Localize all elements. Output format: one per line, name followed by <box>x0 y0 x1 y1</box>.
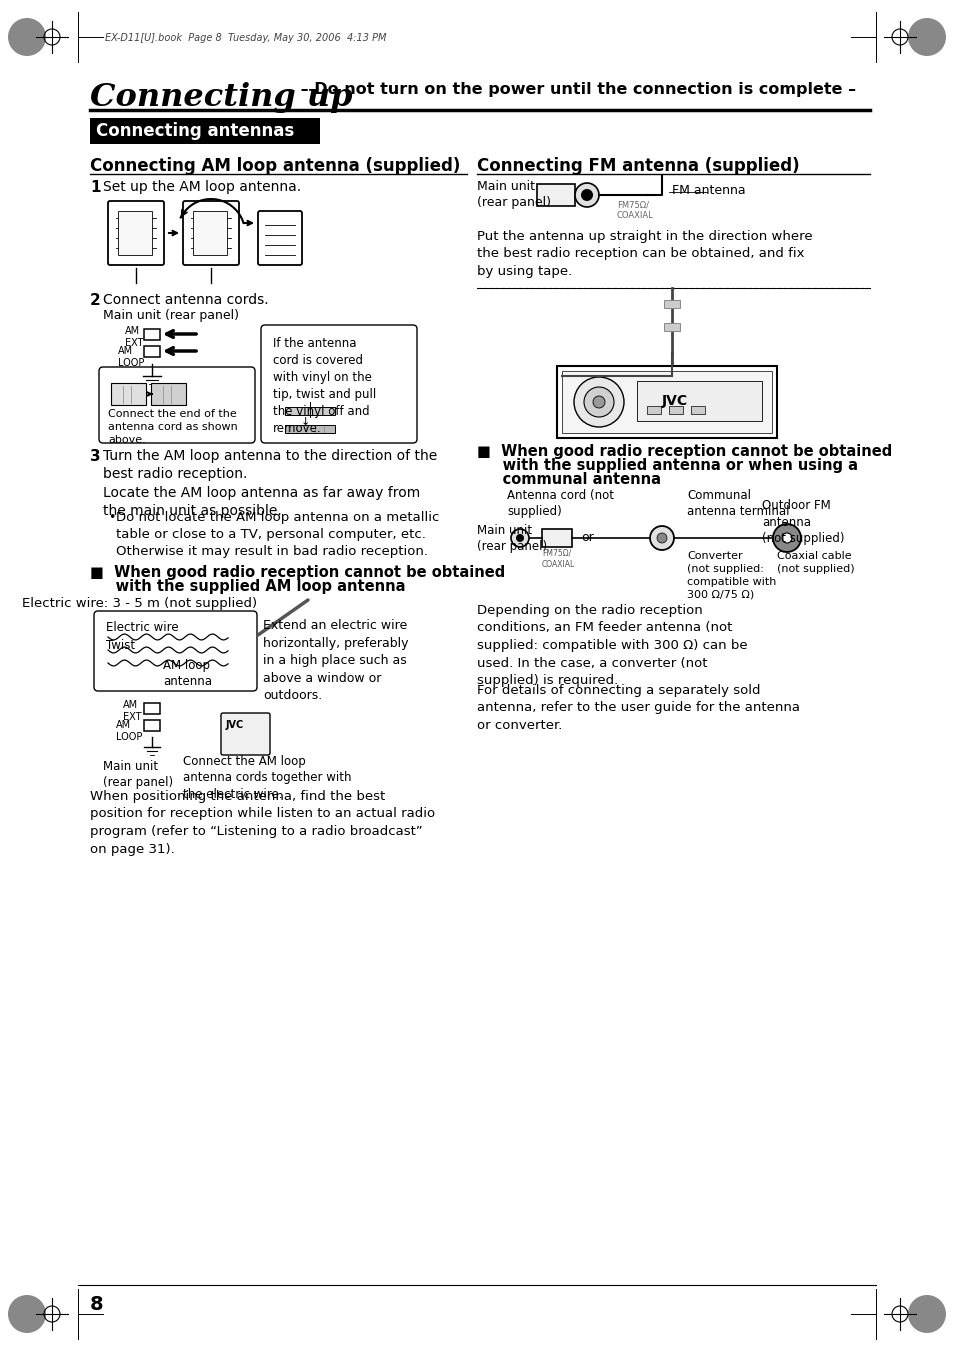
Text: AM
LOOP: AM LOOP <box>116 720 142 742</box>
Text: communal antenna: communal antenna <box>476 471 660 486</box>
FancyBboxPatch shape <box>183 201 239 265</box>
Text: with the supplied AM loop antenna: with the supplied AM loop antenna <box>90 580 405 594</box>
Text: Outdoor FM
antenna
(not supplied): Outdoor FM antenna (not supplied) <box>761 499 843 544</box>
FancyBboxPatch shape <box>118 211 152 255</box>
Text: AM
LOOP: AM LOOP <box>118 346 144 367</box>
Text: – Do not turn on the power until the connection is complete –: – Do not turn on the power until the con… <box>294 82 855 97</box>
Text: Connecting antennas: Connecting antennas <box>96 122 294 141</box>
FancyBboxPatch shape <box>537 184 575 205</box>
Text: Main unit
(rear panel): Main unit (rear panel) <box>103 761 172 789</box>
Circle shape <box>907 18 945 55</box>
Text: Connecting up: Connecting up <box>90 82 352 113</box>
Text: FM antenna: FM antenna <box>671 184 745 197</box>
Text: 2: 2 <box>90 293 101 308</box>
Text: Connecting FM antenna (supplied): Connecting FM antenna (supplied) <box>476 157 799 176</box>
FancyBboxPatch shape <box>151 382 186 405</box>
FancyBboxPatch shape <box>261 326 416 443</box>
FancyBboxPatch shape <box>285 426 335 434</box>
Circle shape <box>580 189 593 201</box>
Text: Put the antenna up straight in the direction where
the best radio reception can : Put the antenna up straight in the direc… <box>476 230 812 278</box>
Circle shape <box>907 1296 945 1333</box>
FancyBboxPatch shape <box>111 382 146 405</box>
Circle shape <box>649 526 673 550</box>
FancyBboxPatch shape <box>144 330 160 340</box>
Text: EX-D11[U].book  Page 8  Tuesday, May 30, 2006  4:13 PM: EX-D11[U].book Page 8 Tuesday, May 30, 2… <box>105 32 386 43</box>
FancyBboxPatch shape <box>90 118 319 145</box>
Text: 3: 3 <box>90 449 100 463</box>
Text: with the supplied antenna or when using a: with the supplied antenna or when using … <box>476 458 857 473</box>
FancyBboxPatch shape <box>668 407 682 413</box>
FancyBboxPatch shape <box>663 323 679 331</box>
Text: Main unit (rear panel): Main unit (rear panel) <box>103 309 239 322</box>
Text: AM
EXT: AM EXT <box>123 700 141 721</box>
Circle shape <box>574 377 623 427</box>
Text: FM75Ω/
COAXIAL: FM75Ω/ COAXIAL <box>617 200 653 220</box>
Text: 1: 1 <box>90 180 100 195</box>
Text: Main unit
(rear panel): Main unit (rear panel) <box>476 524 547 553</box>
FancyBboxPatch shape <box>144 703 160 713</box>
FancyBboxPatch shape <box>557 366 776 438</box>
Circle shape <box>772 524 801 553</box>
FancyBboxPatch shape <box>663 300 679 308</box>
Text: Electric wire: Electric wire <box>106 621 178 634</box>
Circle shape <box>781 534 791 543</box>
Text: 8: 8 <box>90 1296 104 1315</box>
Circle shape <box>657 534 666 543</box>
Text: Connecting AM loop antenna (supplied): Connecting AM loop antenna (supplied) <box>90 157 460 176</box>
FancyBboxPatch shape <box>690 407 704 413</box>
Text: Connect the AM loop
antenna cords together with
the electric wire.: Connect the AM loop antenna cords togeth… <box>183 755 351 801</box>
Text: Extend an electric wire
horizontally, preferably
in a high place such as
above a: Extend an electric wire horizontally, pr… <box>263 619 408 703</box>
Circle shape <box>8 1296 46 1333</box>
Circle shape <box>511 530 529 547</box>
Text: Connect the end of the
antenna cord as shown
above.: Connect the end of the antenna cord as s… <box>108 409 237 444</box>
Text: •: • <box>108 511 115 524</box>
Text: Communal
antenna terminal: Communal antenna terminal <box>686 489 789 517</box>
FancyBboxPatch shape <box>94 611 256 690</box>
Circle shape <box>593 396 604 408</box>
Text: Turn the AM loop antenna to the direction of the
best radio reception.
Locate th: Turn the AM loop antenna to the directio… <box>103 449 436 519</box>
Circle shape <box>8 18 46 55</box>
Text: Antenna cord (not
supplied): Antenna cord (not supplied) <box>506 489 614 517</box>
Text: ■  When good radio reception cannot be obtained: ■ When good radio reception cannot be ob… <box>476 444 891 459</box>
Text: Converter
(not supplied:
compatible with
300 Ω/75 Ω): Converter (not supplied: compatible with… <box>686 551 776 600</box>
Text: FM75Ω/
COAXIAL: FM75Ω/ COAXIAL <box>541 549 575 570</box>
FancyBboxPatch shape <box>221 713 270 755</box>
FancyBboxPatch shape <box>637 381 761 422</box>
FancyBboxPatch shape <box>99 367 254 443</box>
Text: Do not locate the AM loop antenna on a metallic
table or close to a TV, personal: Do not locate the AM loop antenna on a m… <box>116 511 439 558</box>
Text: Main unit
(rear panel): Main unit (rear panel) <box>476 180 551 209</box>
Text: AM loop
antenna: AM loop antenna <box>163 659 212 688</box>
Text: JVC: JVC <box>226 720 244 730</box>
Text: If the antenna
cord is covered
with vinyl on the
tip, twist and pull
the vinyl o: If the antenna cord is covered with viny… <box>273 336 375 435</box>
FancyBboxPatch shape <box>144 720 160 731</box>
FancyBboxPatch shape <box>541 530 572 547</box>
Text: For details of connecting a separately sold
antenna, refer to the user guide for: For details of connecting a separately s… <box>476 684 800 732</box>
Text: Coaxial cable
(not supplied): Coaxial cable (not supplied) <box>776 551 854 574</box>
FancyBboxPatch shape <box>108 201 164 265</box>
FancyBboxPatch shape <box>646 407 660 413</box>
FancyBboxPatch shape <box>285 407 335 415</box>
FancyBboxPatch shape <box>193 211 227 255</box>
Text: Twist: Twist <box>106 639 135 653</box>
Circle shape <box>516 534 523 542</box>
Text: Connect antenna cords.: Connect antenna cords. <box>103 293 269 307</box>
Text: Electric wire: 3 - 5 m (not supplied): Electric wire: 3 - 5 m (not supplied) <box>23 597 257 611</box>
Text: ■  When good radio reception cannot be obtained: ■ When good radio reception cannot be ob… <box>90 565 505 580</box>
Text: or: or <box>580 531 593 544</box>
FancyBboxPatch shape <box>561 372 771 434</box>
Text: AM
EXT: AM EXT <box>125 326 143 347</box>
FancyBboxPatch shape <box>257 211 302 265</box>
Circle shape <box>575 182 598 207</box>
Circle shape <box>583 386 614 417</box>
Text: Depending on the radio reception
conditions, an FM feeder antenna (not
supplied:: Depending on the radio reception conditi… <box>476 604 747 688</box>
Text: Set up the AM loop antenna.: Set up the AM loop antenna. <box>103 180 301 195</box>
Text: JVC: JVC <box>661 394 687 408</box>
Text: ↓: ↓ <box>300 417 310 427</box>
FancyBboxPatch shape <box>144 346 160 357</box>
Text: When positioning the antenna, find the best
position for reception while listen : When positioning the antenna, find the b… <box>90 790 435 855</box>
